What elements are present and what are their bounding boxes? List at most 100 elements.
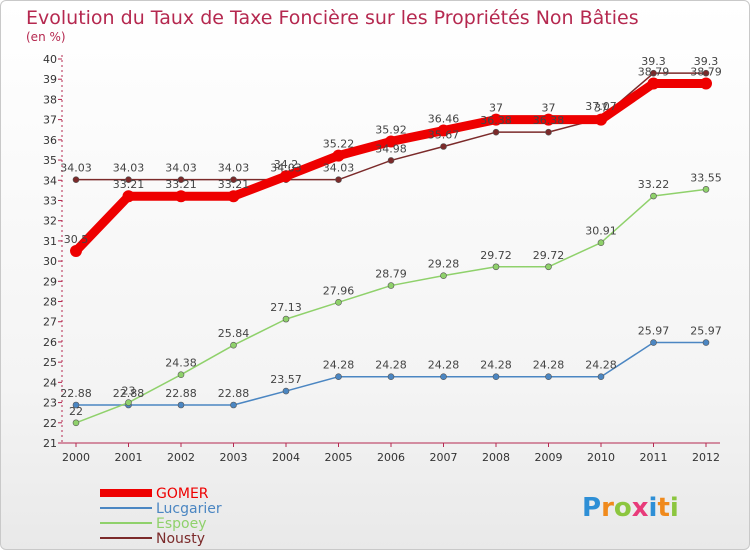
- data-label-gomer: 35.92: [375, 123, 407, 136]
- y-tick-label: 25: [43, 356, 57, 369]
- data-label-lucgarier: 24.28: [323, 359, 355, 372]
- data-point-gomer: [490, 113, 502, 126]
- data-label-espoey: 27.13: [270, 301, 302, 314]
- data-label-nousty: 34.03: [113, 162, 145, 175]
- data-point-lucgarier: [72, 401, 80, 409]
- legend-item-lucgarier: Lucgarier: [100, 501, 222, 517]
- y-tick-label: 26: [43, 336, 57, 349]
- data-point-gomer: [70, 245, 82, 257]
- data-label-nousty: 35.67: [428, 129, 460, 142]
- y-tick-label: 30: [43, 255, 57, 268]
- x-tick-label: 2003: [220, 451, 248, 464]
- data-label-espoey: 29.72: [480, 249, 512, 262]
- x-tick-label: 2008: [482, 451, 510, 464]
- data-point-espoey: [282, 315, 290, 323]
- series-espoey: [72, 186, 710, 427]
- data-label-lucgarier: 22.88: [113, 387, 145, 400]
- data-label-nousty: 34.03: [218, 162, 250, 175]
- data-label-nousty: 34.98: [375, 142, 407, 155]
- data-label-espoey: 22: [69, 405, 83, 418]
- data-point-nousty: [440, 143, 447, 150]
- data-label-espoey: 27.96: [323, 284, 355, 297]
- data-point-lucgarier: [335, 373, 342, 381]
- data-point-espoey: [230, 341, 237, 349]
- data-point-espoey: [650, 192, 657, 200]
- data-label-gomer: 36.46: [428, 113, 460, 126]
- data-point-lucgarier: [387, 373, 395, 381]
- y-tick-label: 21: [43, 437, 57, 450]
- data-point-gomer: [122, 190, 135, 203]
- x-tick-label: 2000: [62, 451, 90, 464]
- data-label-nousty: 34.03: [323, 162, 355, 175]
- data-label-gomer: 37: [594, 102, 608, 115]
- data-point-gomer: [647, 77, 660, 90]
- x-tick-label: 2005: [325, 451, 353, 464]
- data-point-lucgarier: [492, 373, 500, 381]
- data-label-gomer: 35.22: [323, 138, 355, 151]
- data-label-gomer: 30.5: [64, 233, 89, 246]
- data-point-gomer: [595, 113, 607, 126]
- data-label-espoey: 33.22: [638, 178, 670, 191]
- data-point-nousty: [335, 176, 342, 183]
- data-point-espoey: [597, 239, 605, 247]
- data-label-espoey: 25.84: [218, 327, 250, 340]
- series-lucgarier: [72, 339, 710, 409]
- data-point-espoey: [702, 186, 710, 193]
- data-label-espoey: 29.72: [533, 249, 565, 262]
- legend-label-espoey: Espoey: [156, 516, 207, 532]
- data-point-lucgarier: [230, 401, 237, 409]
- data-point-nousty: [492, 128, 500, 136]
- x-tick-label: 2002: [167, 451, 195, 464]
- y-tick-label: 37: [43, 114, 57, 127]
- y-tick-label: 38: [43, 93, 57, 106]
- data-point-lucgarier: [702, 339, 710, 346]
- y-tick-label: 39: [43, 73, 57, 86]
- data-label-lucgarier: 24.28: [585, 359, 617, 372]
- data-label-lucgarier: 24.28: [480, 359, 512, 372]
- x-tick-label: 2009: [535, 451, 563, 464]
- data-label-nousty: 36.38: [480, 114, 512, 127]
- y-tick-label: 22: [43, 417, 57, 430]
- data-label-nousty: 34.03: [270, 162, 302, 175]
- data-label-espoey: 23: [122, 385, 136, 398]
- data-point-nousty: [230, 176, 237, 183]
- data-point-gomer: [700, 77, 712, 90]
- data-point-nousty: [545, 128, 552, 136]
- y-tick-label: 40: [43, 53, 57, 66]
- x-tick-label: 2010: [587, 451, 615, 464]
- data-point-espoey: [387, 282, 395, 289]
- data-label-nousty: 39.3: [694, 55, 719, 68]
- legend-item-gomer: GOMER: [100, 486, 209, 502]
- x-tick-label: 2001: [115, 451, 143, 464]
- data-point-nousty: [125, 176, 132, 183]
- data-label-lucgarier: 23.57: [270, 373, 302, 386]
- legend-item-nousty: Nousty: [100, 531, 205, 547]
- data-point-lucgarier: [545, 373, 552, 381]
- logo-text: Proxiti: [582, 493, 679, 523]
- data-point-nousty: [387, 157, 395, 164]
- legend-label-nousty: Nousty: [156, 531, 205, 547]
- legend-item-espoey: Espoey: [100, 516, 207, 532]
- data-point-espoey: [492, 263, 500, 271]
- series-gomer: [70, 77, 712, 257]
- data-label-espoey: 28.79: [375, 268, 407, 281]
- data-label-espoey: 24.38: [165, 357, 197, 370]
- data-point-lucgarier: [440, 373, 447, 381]
- x-tick-label: 2012: [692, 451, 720, 464]
- data-label-gomer: 38.79: [638, 65, 670, 78]
- data-point-nousty: [702, 69, 710, 77]
- data-point-espoey: [125, 399, 132, 406]
- data-point-espoey: [440, 272, 447, 279]
- y-tick-label: 35: [43, 154, 57, 167]
- data-label-gomer: 33.21: [218, 178, 250, 191]
- x-tick-label: 2011: [640, 451, 668, 464]
- y-tick-label: 32: [43, 215, 57, 228]
- x-tick-label: 2007: [430, 451, 458, 464]
- data-point-gomer: [227, 190, 240, 203]
- data-label-lucgarier: 22.88: [218, 387, 250, 400]
- y-tick-label: 23: [43, 397, 57, 410]
- data-labels: 34.03 34.03 34.03 34.03 34.03 34.03 34.98 35.67…: [60, 55, 722, 418]
- legend-label-gomer: GOMER: [156, 486, 209, 502]
- data-point-gomer: [332, 149, 345, 162]
